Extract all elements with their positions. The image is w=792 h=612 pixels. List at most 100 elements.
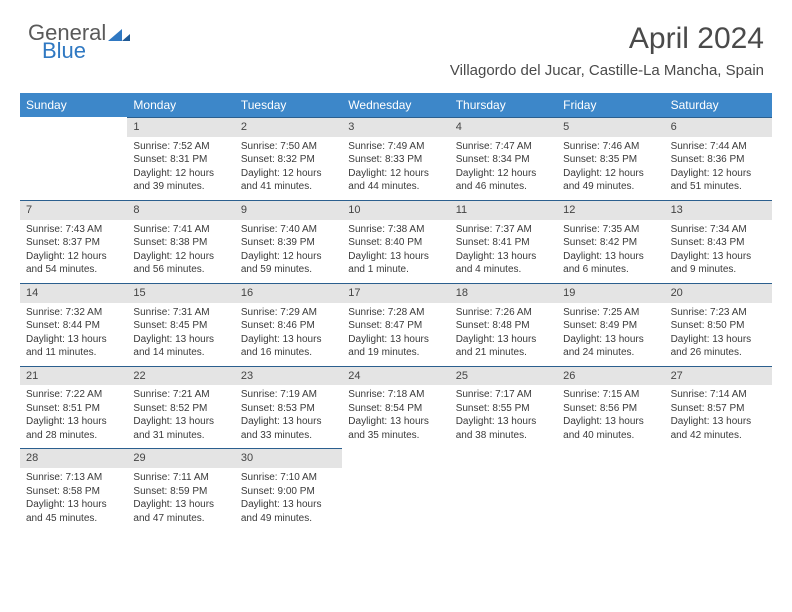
day-body: Sunrise: 7:29 AMSunset: 8:46 PMDaylight:…	[235, 303, 342, 366]
week-row: 7Sunrise: 7:43 AMSunset: 8:37 PMDaylight…	[20, 200, 772, 283]
daylight-text: Daylight: 12 hours and 54 minutes.	[26, 250, 121, 277]
day-number: 11	[450, 200, 557, 220]
sunset-text: Sunset: 8:51 PM	[26, 402, 121, 416]
sunset-text: Sunset: 8:32 PM	[241, 153, 336, 167]
day-body: Sunrise: 7:32 AMSunset: 8:44 PMDaylight:…	[20, 303, 127, 366]
day-cell	[20, 117, 127, 200]
day-header-mon: Monday	[127, 93, 234, 117]
sunrise-text: Sunrise: 7:40 AM	[241, 223, 336, 237]
sunrise-text: Sunrise: 7:31 AM	[133, 306, 228, 320]
daylight-text: Daylight: 13 hours and 31 minutes.	[133, 415, 228, 442]
day-number: 21	[20, 366, 127, 386]
day-body: Sunrise: 7:28 AMSunset: 8:47 PMDaylight:…	[342, 303, 449, 366]
day-body: Sunrise: 7:46 AMSunset: 8:35 PMDaylight:…	[557, 137, 664, 200]
sunset-text: Sunset: 8:47 PM	[348, 319, 443, 333]
day-cell: 6Sunrise: 7:44 AMSunset: 8:36 PMDaylight…	[665, 117, 772, 200]
week-row: 1Sunrise: 7:52 AMSunset: 8:31 PMDaylight…	[20, 117, 772, 200]
sunset-text: Sunset: 8:50 PM	[671, 319, 766, 333]
week-row: 14Sunrise: 7:32 AMSunset: 8:44 PMDayligh…	[20, 283, 772, 366]
day-number: 8	[127, 200, 234, 220]
daylight-text: Daylight: 13 hours and 33 minutes.	[241, 415, 336, 442]
day-number: 5	[557, 117, 664, 137]
sunset-text: Sunset: 8:36 PM	[671, 153, 766, 167]
day-number	[342, 448, 449, 468]
daylight-text: Daylight: 13 hours and 42 minutes.	[671, 415, 766, 442]
day-cell: 19Sunrise: 7:25 AMSunset: 8:49 PMDayligh…	[557, 283, 664, 366]
daylight-text: Daylight: 13 hours and 49 minutes.	[241, 498, 336, 525]
sunset-text: Sunset: 8:43 PM	[671, 236, 766, 250]
daylight-text: Daylight: 12 hours and 41 minutes.	[241, 167, 336, 194]
sunrise-text: Sunrise: 7:44 AM	[671, 140, 766, 154]
day-cell	[557, 448, 664, 531]
day-body: Sunrise: 7:13 AMSunset: 8:58 PMDaylight:…	[20, 468, 127, 531]
day-body	[20, 137, 127, 146]
day-header-fri: Friday	[557, 93, 664, 117]
day-number: 29	[127, 448, 234, 468]
logo-text-blue: Blue	[42, 40, 130, 62]
sunrise-text: Sunrise: 7:50 AM	[241, 140, 336, 154]
sunset-text: Sunset: 8:56 PM	[563, 402, 658, 416]
weeks-container: 1Sunrise: 7:52 AMSunset: 8:31 PMDaylight…	[20, 117, 772, 531]
logo: General Blue	[28, 22, 130, 62]
daylight-text: Daylight: 12 hours and 39 minutes.	[133, 167, 228, 194]
day-body: Sunrise: 7:49 AMSunset: 8:33 PMDaylight:…	[342, 137, 449, 200]
day-cell: 24Sunrise: 7:18 AMSunset: 8:54 PMDayligh…	[342, 366, 449, 449]
day-body: Sunrise: 7:47 AMSunset: 8:34 PMDaylight:…	[450, 137, 557, 200]
day-cell: 10Sunrise: 7:38 AMSunset: 8:40 PMDayligh…	[342, 200, 449, 283]
day-header-tue: Tuesday	[235, 93, 342, 117]
day-body: Sunrise: 7:17 AMSunset: 8:55 PMDaylight:…	[450, 385, 557, 448]
day-header-sat: Saturday	[665, 93, 772, 117]
day-number: 7	[20, 200, 127, 220]
day-cell: 7Sunrise: 7:43 AMSunset: 8:37 PMDaylight…	[20, 200, 127, 283]
day-number: 22	[127, 366, 234, 386]
sunset-text: Sunset: 8:42 PM	[563, 236, 658, 250]
daylight-text: Daylight: 12 hours and 59 minutes.	[241, 250, 336, 277]
day-body: Sunrise: 7:38 AMSunset: 8:40 PMDaylight:…	[342, 220, 449, 283]
day-cell: 16Sunrise: 7:29 AMSunset: 8:46 PMDayligh…	[235, 283, 342, 366]
daylight-text: Daylight: 13 hours and 1 minute.	[348, 250, 443, 277]
day-number: 26	[557, 366, 664, 386]
daylight-text: Daylight: 13 hours and 26 minutes.	[671, 333, 766, 360]
sunrise-text: Sunrise: 7:23 AM	[671, 306, 766, 320]
calendar: Sunday Monday Tuesday Wednesday Thursday…	[20, 93, 772, 531]
sunrise-text: Sunrise: 7:18 AM	[348, 388, 443, 402]
day-body: Sunrise: 7:31 AMSunset: 8:45 PMDaylight:…	[127, 303, 234, 366]
day-number: 12	[557, 200, 664, 220]
day-body: Sunrise: 7:26 AMSunset: 8:48 PMDaylight:…	[450, 303, 557, 366]
sunset-text: Sunset: 8:49 PM	[563, 319, 658, 333]
sunrise-text: Sunrise: 7:41 AM	[133, 223, 228, 237]
daylight-text: Daylight: 13 hours and 9 minutes.	[671, 250, 766, 277]
sunset-text: Sunset: 8:31 PM	[133, 153, 228, 167]
day-cell: 18Sunrise: 7:26 AMSunset: 8:48 PMDayligh…	[450, 283, 557, 366]
day-body: Sunrise: 7:37 AMSunset: 8:41 PMDaylight:…	[450, 220, 557, 283]
sunset-text: Sunset: 8:46 PM	[241, 319, 336, 333]
day-body	[450, 468, 557, 477]
day-number: 3	[342, 117, 449, 137]
day-cell: 8Sunrise: 7:41 AMSunset: 8:38 PMDaylight…	[127, 200, 234, 283]
day-number: 10	[342, 200, 449, 220]
daylight-text: Daylight: 13 hours and 4 minutes.	[456, 250, 551, 277]
day-body: Sunrise: 7:25 AMSunset: 8:49 PMDaylight:…	[557, 303, 664, 366]
day-cell: 15Sunrise: 7:31 AMSunset: 8:45 PMDayligh…	[127, 283, 234, 366]
sunset-text: Sunset: 8:37 PM	[26, 236, 121, 250]
day-cell: 13Sunrise: 7:34 AMSunset: 8:43 PMDayligh…	[665, 200, 772, 283]
day-cell: 11Sunrise: 7:37 AMSunset: 8:41 PMDayligh…	[450, 200, 557, 283]
sunset-text: Sunset: 8:53 PM	[241, 402, 336, 416]
day-body: Sunrise: 7:10 AMSunset: 9:00 PMDaylight:…	[235, 468, 342, 531]
day-number: 4	[450, 117, 557, 137]
daylight-text: Daylight: 13 hours and 6 minutes.	[563, 250, 658, 277]
day-body	[342, 468, 449, 477]
day-body: Sunrise: 7:43 AMSunset: 8:37 PMDaylight:…	[20, 220, 127, 283]
day-cell	[450, 448, 557, 531]
day-body: Sunrise: 7:22 AMSunset: 8:51 PMDaylight:…	[20, 385, 127, 448]
header-right: April 2024 Villagordo del Jucar, Castill…	[450, 22, 764, 79]
day-body: Sunrise: 7:23 AMSunset: 8:50 PMDaylight:…	[665, 303, 772, 366]
day-number: 1	[127, 117, 234, 137]
sunrise-text: Sunrise: 7:28 AM	[348, 306, 443, 320]
day-header-thu: Thursday	[450, 93, 557, 117]
day-body: Sunrise: 7:18 AMSunset: 8:54 PMDaylight:…	[342, 385, 449, 448]
day-cell: 2Sunrise: 7:50 AMSunset: 8:32 PMDaylight…	[235, 117, 342, 200]
day-number: 27	[665, 366, 772, 386]
sunrise-text: Sunrise: 7:35 AM	[563, 223, 658, 237]
day-number: 19	[557, 283, 664, 303]
